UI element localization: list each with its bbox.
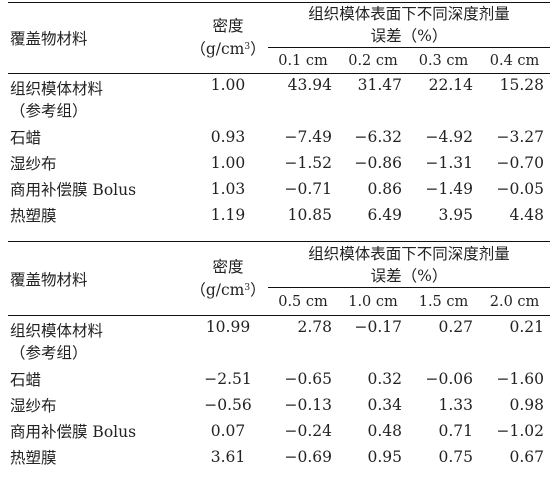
table-row: 组织模体材料 （参考组） 10.99 2.78 −0.17 0.27 0.21 [8, 316, 550, 366]
header-depth: 0.5 cm [278, 293, 328, 310]
value-cell: 43.94 [287, 76, 332, 94]
value-cell: −6.32 [354, 127, 403, 146]
value-cell: −0.86 [354, 153, 403, 172]
value-cell: 0.32 [367, 369, 402, 388]
value-cell: 31.47 [357, 76, 402, 94]
value-cell: 0.71 [438, 421, 473, 440]
value-cell: −1.60 [496, 369, 545, 388]
material-cell: 石蜡 [10, 370, 42, 389]
value-cell: 3.95 [438, 205, 473, 224]
header-dose-error: 组织模体表面下不同深度剂量 误差（%） [268, 241, 551, 288]
header-density-unit: （g/cm3） [190, 40, 266, 58]
header-dose-error-line1: 组织模体表面下不同深度剂量 [308, 5, 510, 23]
value-cell: −4.92 [425, 127, 474, 146]
value-cell: 0.21 [509, 318, 545, 336]
value-cell: 0.95 [367, 447, 402, 466]
value-cell: 4.48 [509, 205, 545, 224]
value-cell: −1.02 [496, 421, 545, 440]
value-cell: −0.06 [425, 369, 474, 388]
value-cell: 0.34 [367, 395, 402, 414]
value-cell: −0.05 [496, 179, 545, 198]
value-cell: 0.98 [509, 395, 545, 414]
header-dose-error-line1: 组织模体表面下不同深度剂量 [308, 244, 510, 263]
value-cell: 0.67 [509, 447, 545, 466]
dose-error-table-1: 覆盖物材料 密度 （g/cm3） 组织模体表面下不同深度剂量 误差（%） 0.1… [8, 2, 551, 228]
header-depth: 0.3 cm [418, 52, 469, 69]
header-depth: 1.5 cm [418, 293, 469, 310]
value-cell: −0.70 [496, 153, 545, 172]
value-cell: 10.85 [287, 205, 332, 224]
material-cell: 湿纱布 [10, 154, 57, 173]
material-cell: 组织模体材料 （参考组） [10, 321, 104, 362]
material-cell: 组织模体材料 （参考组） [10, 79, 104, 120]
dose-error-table-2: 覆盖物材料 密度 （g/cm3） 组织模体表面下不同深度剂量 误差（%） 0.5… [8, 241, 551, 470]
value-cell: 6.49 [367, 205, 402, 224]
header-depth: 0.1 cm [278, 52, 328, 69]
density-cell: 0.07 [210, 421, 246, 440]
value-cell: 15.28 [499, 76, 545, 94]
value-cell: 0.48 [367, 421, 402, 440]
material-cell: 商用补偿膜 Bolus [10, 180, 137, 199]
table-row: 商用补偿膜 Bolus 1.03 −0.71 0.86 −1.49 −0.05 [8, 176, 550, 202]
header-dose-error-line2: 误差（%） [370, 266, 448, 285]
table-row: 热塑膜 3.61 −0.69 0.95 0.75 0.67 [8, 444, 550, 470]
header-depth: 0.4 cm [489, 52, 540, 69]
value-cell: −1.52 [284, 153, 333, 172]
header-density-unit: （g/cm3） [190, 280, 266, 299]
header-density-line1: 密度 [212, 17, 244, 35]
table-row: 石蜡 −2.51 −0.65 0.32 −0.06 −1.60 [8, 366, 550, 392]
header-material: 覆盖物材料 [10, 30, 88, 48]
header-depth: 1.0 cm [348, 293, 398, 310]
density-cell: 3.61 [210, 447, 246, 466]
value-cell: 1.33 [438, 395, 473, 414]
material-cell: 热塑膜 [10, 448, 57, 467]
density-cell: −2.51 [204, 369, 252, 388]
header-dose-error: 组织模体表面下不同深度剂量 误差（%） [268, 2, 551, 48]
value-cell: −0.71 [284, 179, 333, 198]
material-cell: 商用补偿膜 Bolus [10, 422, 137, 441]
value-cell: −1.31 [425, 153, 474, 172]
header-density: 密度 （g/cm3） [188, 3, 268, 74]
material-cell: 湿纱布 [10, 396, 57, 415]
value-cell: −7.49 [284, 127, 333, 146]
header-dose-error-line2: 误差（%） [370, 27, 448, 45]
density-cell: −0.56 [204, 395, 252, 414]
table-row: 商用补偿膜 Bolus 0.07 −0.24 0.48 0.71 −1.02 [8, 418, 550, 444]
value-cell: 0.86 [367, 179, 402, 198]
table-row: 石蜡 0.93 −7.49 −6.32 −4.92 −3.27 [8, 124, 550, 150]
density-cell: 1.19 [210, 205, 246, 224]
material-cell: 热塑膜 [10, 206, 57, 225]
value-cell: 22.14 [428, 76, 473, 94]
material-cell: 石蜡 [10, 128, 42, 147]
header-depth: 2.0 cm [489, 293, 540, 310]
value-cell: −0.24 [284, 421, 333, 440]
value-cell: −0.17 [354, 318, 403, 336]
header-material: 覆盖物材料 [10, 270, 88, 289]
value-cell: −3.27 [496, 127, 545, 146]
header-density-line1: 密度 [212, 257, 244, 276]
table-row: 湿纱布 −0.56 −0.13 0.34 1.33 0.98 [8, 392, 550, 418]
table-row: 湿纱布 1.00 −1.52 −0.86 −1.31 −0.70 [8, 150, 550, 176]
density-cell: 1.00 [210, 76, 246, 94]
value-cell: 0.27 [438, 318, 473, 336]
density-cell: 1.00 [210, 153, 246, 172]
header-depth: 0.2 cm [348, 52, 398, 69]
header-density: 密度 （g/cm3） [188, 242, 268, 316]
value-cell: −0.65 [284, 369, 333, 388]
table-row: 组织模体材料 （参考组） 1.00 43.94 31.47 22.14 15.28 [8, 74, 550, 124]
value-cell: −0.69 [284, 447, 333, 466]
value-cell: −0.13 [284, 395, 333, 414]
value-cell: −1.49 [425, 179, 474, 198]
value-cell: 2.78 [297, 318, 332, 336]
density-cell: 10.99 [205, 318, 251, 336]
density-cell: 1.03 [210, 179, 246, 198]
density-cell: 0.93 [210, 127, 246, 146]
table-row: 热塑膜 1.19 10.85 6.49 3.95 4.48 [8, 202, 550, 228]
value-cell: 0.75 [438, 447, 473, 466]
